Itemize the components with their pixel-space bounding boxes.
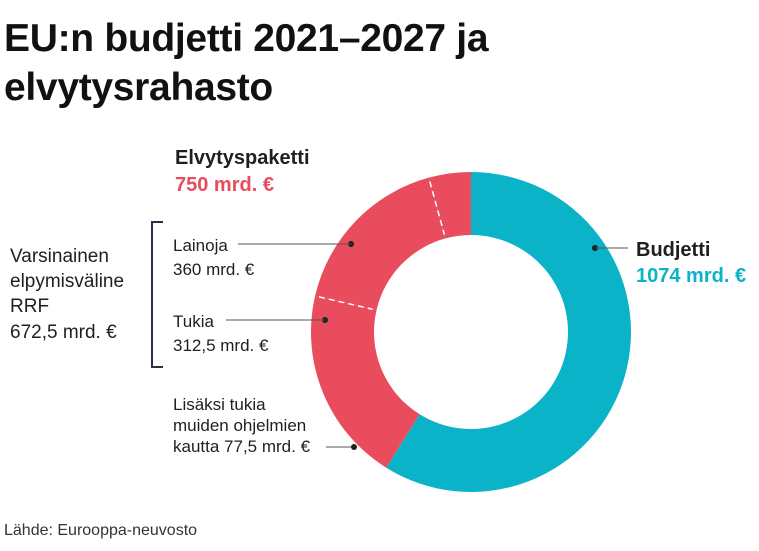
slice-label-lainoja: Lainoja bbox=[173, 236, 228, 255]
slice-label-budjetti: Budjetti bbox=[636, 239, 710, 261]
rrf-bracket bbox=[151, 221, 163, 368]
slice-label-tukia: Tukia bbox=[173, 312, 214, 331]
group-value-elvytyspaketti: 750 mrd. € bbox=[175, 174, 274, 196]
rrf-label-line3: RRF bbox=[10, 296, 49, 317]
slice-label-lisaksi-line1: Lisäksi tukia bbox=[173, 395, 266, 414]
slice-value-tukia: 312,5 mrd. € bbox=[173, 336, 269, 355]
rrf-label-line2: elpymisväline bbox=[10, 271, 124, 292]
slice-3 bbox=[428, 172, 471, 239]
slice-2 bbox=[315, 177, 446, 311]
slice-value-lainoja: 360 mrd. € bbox=[173, 260, 255, 279]
separator-lainoja-tukia bbox=[318, 296, 373, 310]
source-note: Lähde: Eurooppa-neuvosto bbox=[4, 522, 198, 539]
slice-value-budjetti: 1074 mrd. € bbox=[636, 265, 746, 287]
rrf-label-line1: Varsinainen bbox=[10, 246, 109, 267]
slice-label-lisaksi-line2: muiden ohjelmien bbox=[173, 416, 306, 435]
slice-1 bbox=[311, 295, 420, 468]
chart-title: EU:n budjetti 2021–2027 ja elvytysrahast… bbox=[4, 17, 489, 109]
separator-tukia-lisaksi bbox=[429, 181, 446, 235]
group-label-elvytyspaketti: Elvytyspaketti bbox=[175, 147, 310, 169]
slice-0 bbox=[386, 172, 631, 492]
leader-dot-lisaksi bbox=[351, 444, 357, 450]
slice-label-lisaksi-line3: kautta 77,5 mrd. € bbox=[173, 437, 311, 456]
slices-group bbox=[311, 172, 631, 492]
rrf-value: 672,5 mrd. € bbox=[10, 322, 117, 343]
